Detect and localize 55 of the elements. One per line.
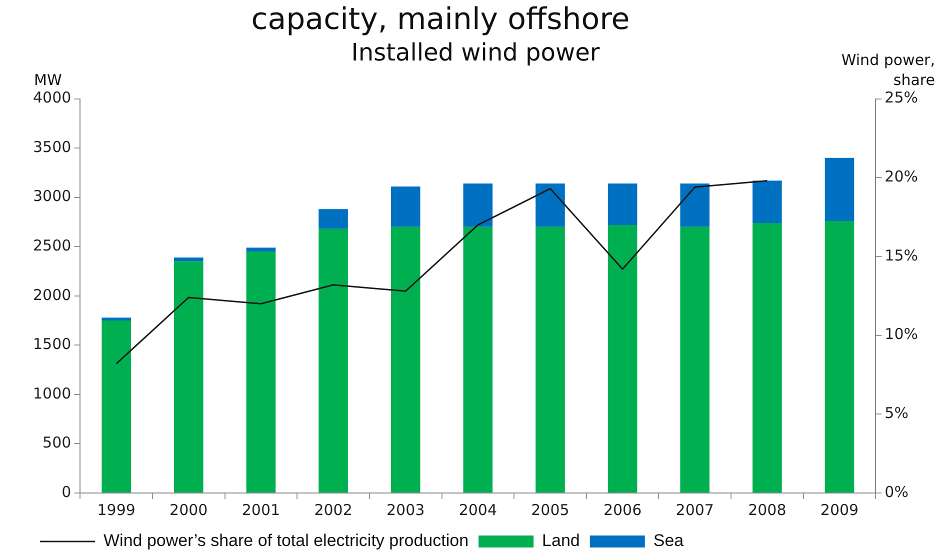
y2-tick-label: 5% (884, 404, 908, 422)
y-tick-label: 2500 (32, 236, 72, 255)
x-tick-label: 2001 (242, 500, 280, 519)
y2-tick-label: 15% (884, 246, 918, 264)
x-tick-label: 2008 (748, 500, 786, 519)
y-tick-label: 4000 (32, 88, 72, 107)
bar (608, 224, 638, 492)
legend-label: Land (542, 531, 580, 550)
chart-title: capacity, mainly offshore (250, 1, 631, 39)
x-tick-label: 2009 (820, 500, 859, 519)
bar (824, 158, 854, 221)
y2-tick-label: 25% (884, 88, 918, 107)
bar (390, 186, 420, 227)
y2-tick-label: 20% (884, 168, 918, 186)
bar (752, 222, 782, 492)
y2-tick-label: 0% (884, 482, 908, 501)
bar (246, 248, 276, 252)
bar (318, 228, 348, 492)
y-tick-label: 3000 (32, 187, 72, 206)
bar (463, 226, 493, 492)
y-tick-label: 500 (42, 434, 72, 452)
y-tick-label: 2000 (32, 286, 72, 304)
bar (246, 252, 276, 492)
bar (680, 226, 710, 492)
x-tick-label: 1999 (97, 500, 136, 519)
bar (824, 221, 854, 492)
y-tick-label: 3500 (32, 138, 72, 156)
x-tick-label: 2007 (676, 500, 714, 519)
y-tick-label: 0 (62, 482, 72, 501)
y2-axis-title: Wind power, share (841, 51, 935, 90)
bar (752, 180, 782, 223)
x-tick-label: 2002 (314, 500, 352, 519)
x-tick-label: 2000 (170, 500, 208, 519)
x-tick-label: 2006 (603, 500, 642, 519)
bar (102, 320, 131, 492)
y2-tick-label: 10% (884, 325, 918, 344)
x-tick-label: 2004 (458, 500, 498, 519)
bar (390, 226, 420, 492)
bar (318, 209, 348, 229)
x-tick-label: 2005 (531, 500, 570, 519)
bar (102, 318, 131, 321)
legend-label: Sea (653, 531, 684, 550)
bar (608, 184, 638, 225)
legend-label: Wind power’s share of total electricity production (104, 531, 469, 550)
chart-subtitle: Installed wind power (351, 38, 600, 67)
y-axis-title: MW (34, 71, 62, 90)
x-tick-label: 2003 (386, 500, 425, 519)
bar (174, 257, 204, 262)
y-tick-label: 1500 (32, 335, 72, 354)
bar (463, 184, 493, 227)
y-tick-label: 1000 (32, 384, 72, 402)
bar (680, 184, 710, 227)
bar (536, 226, 565, 492)
bar (174, 261, 204, 492)
bar (536, 184, 565, 227)
